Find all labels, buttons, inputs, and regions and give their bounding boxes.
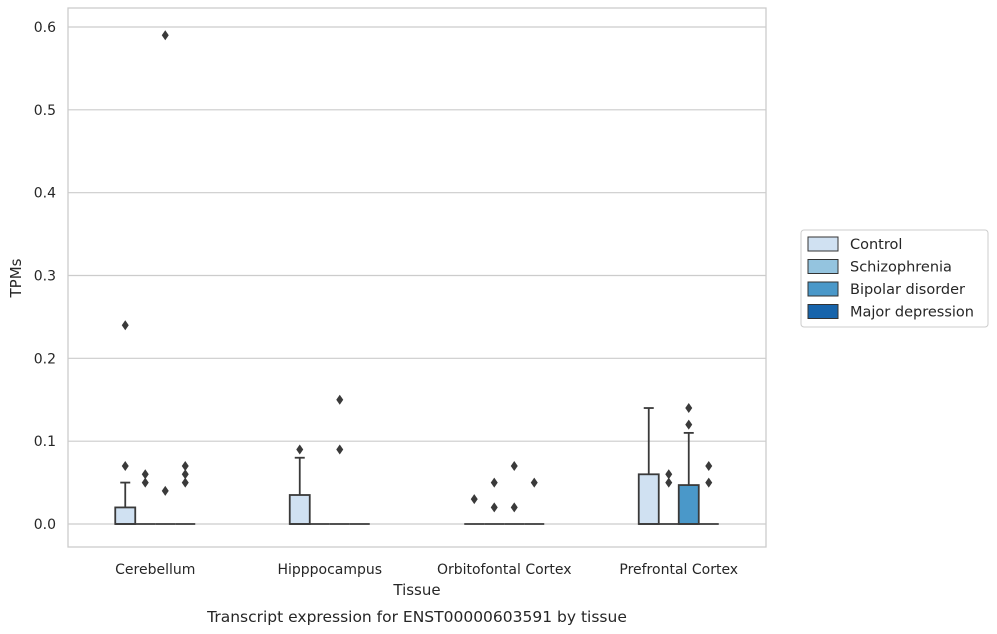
box-prefrontal-cortex-bipolar-disorder [677, 431, 700, 525]
outlier-point [336, 444, 344, 455]
box-body [677, 484, 700, 525]
box-body [288, 494, 311, 525]
outlier-point [181, 477, 189, 488]
x-tick-labels: Cerebellum Hipppocampus Orbitofontal Corte… [115, 562, 738, 578]
legend-entry: Control [850, 237, 902, 253]
box-body [637, 473, 660, 525]
outlier-point [141, 477, 149, 488]
outlier-marks [121, 30, 713, 513]
box-prefrontal-cortex-control [637, 407, 660, 525]
outlier-point [510, 502, 518, 513]
outlier-point [685, 403, 693, 414]
legend-entry: Bipolar disorder [850, 282, 965, 298]
outlier-point [530, 477, 538, 488]
legend-swatch [807, 281, 839, 297]
outlier-point [665, 469, 673, 480]
y-tick-label: 0.2 [34, 351, 56, 367]
outlier-point [665, 477, 673, 488]
gridlines [68, 26, 766, 525]
outlier-point [490, 502, 498, 513]
chart-caption: Transcript expression for ENST0000060359… [206, 608, 627, 626]
y-axis-label: TPMs [7, 258, 25, 298]
legend-swatch [807, 236, 839, 252]
outlier-point [141, 469, 149, 480]
y-tick-label: 0.4 [34, 186, 56, 202]
legend-swatch [807, 304, 839, 319]
outlier-point [470, 494, 478, 505]
legend-swatch [807, 259, 839, 274]
outlier-point [510, 461, 518, 472]
y-tick-label: 0.1 [34, 434, 56, 450]
x-tick-label: Cerebellum [115, 562, 195, 578]
outlier-point [490, 477, 498, 488]
y-tick-label: 0.5 [34, 103, 56, 119]
y-tick-label: 0.3 [34, 269, 56, 285]
outlier-point [181, 461, 189, 472]
outlier-point [181, 469, 189, 480]
x-axis-label: Tissue [392, 581, 440, 599]
legend: Control Schizophrenia Bipolar disorder Majo… [800, 229, 989, 328]
outlier-point [161, 485, 169, 496]
x-tick-label: Prefrontal Cortex [619, 562, 738, 578]
box-cerebellum-control [114, 481, 137, 525]
outlier-point [161, 30, 169, 41]
outlier-point [685, 419, 693, 430]
legend-frame [800, 229, 989, 328]
outlier-point [121, 320, 129, 331]
box-marks [114, 407, 719, 525]
legend-entry: Schizophrenia [850, 260, 952, 276]
box-body [114, 506, 137, 525]
outlier-point [121, 461, 129, 472]
plot-frame [67, 7, 767, 548]
y-tick-labels: 0.0 0.1 0.2 0.3 0.4 0.5 0.6 [34, 20, 56, 533]
box-hipppocampus-control [288, 456, 311, 525]
legend-entry: Major depression [850, 305, 974, 321]
outlier-point [705, 477, 713, 488]
outlier-point [336, 394, 344, 405]
outlier-point [705, 461, 713, 472]
outlier-point [296, 444, 304, 455]
y-tick-label: 0.0 [34, 517, 56, 533]
x-tick-label: Orbitofontal Cortex [437, 562, 572, 578]
x-tick-label: Hipppocampus [277, 562, 382, 578]
y-tick-label: 0.6 [34, 20, 56, 36]
